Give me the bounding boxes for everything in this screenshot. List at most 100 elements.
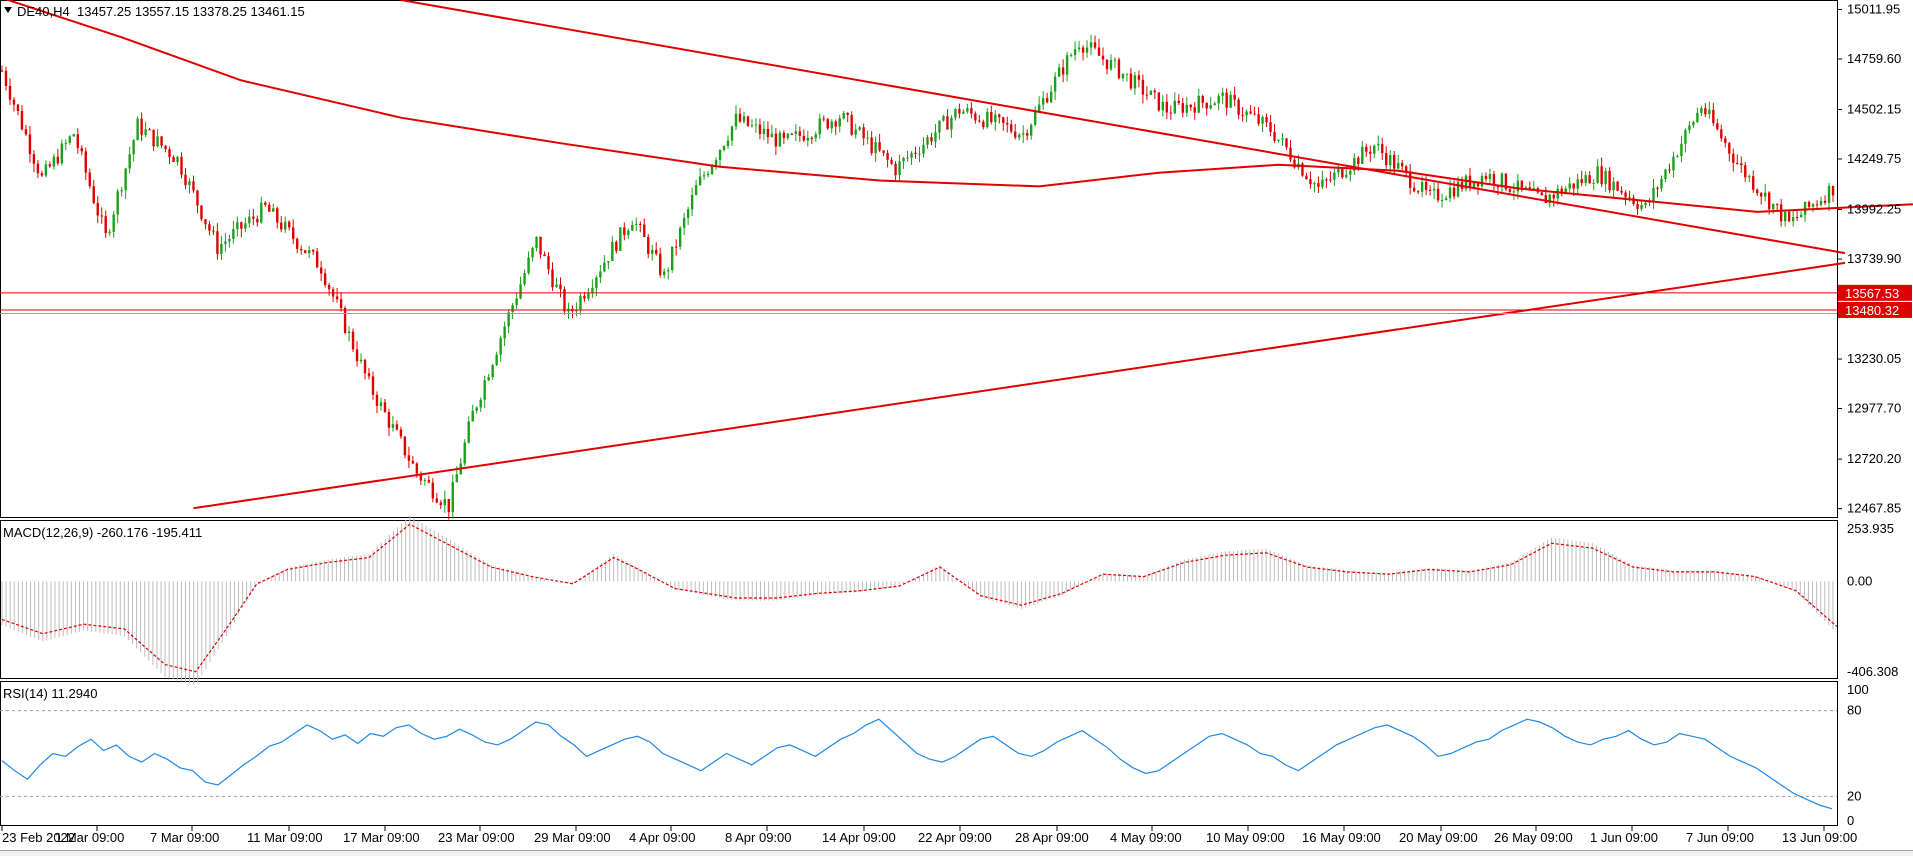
candle-body [228,238,231,242]
candle-body [1245,111,1248,116]
candle-body [1165,101,1169,113]
candle-body [894,163,897,176]
candle-body [1225,92,1228,108]
candle-body [1193,107,1196,113]
candle-body [1369,151,1372,154]
candle-body [168,149,171,158]
candle-body [1728,143,1731,154]
candle-body [830,121,833,129]
candle-body [559,284,562,290]
candle-body [212,230,215,232]
candle-body [1556,188,1559,199]
candle-body [1680,143,1683,157]
chart-tab-strip[interactable] [0,850,1913,856]
candle-body [742,116,746,122]
candle-body [647,236,650,254]
rsi-pane[interactable] [0,710,1837,810]
candle-body [1293,159,1296,168]
candle-body [503,326,506,339]
candle-body [307,249,311,254]
candle-body [627,230,630,235]
candle-body [1181,103,1184,113]
candle-body [1432,188,1436,191]
candle-body [148,129,151,131]
candle-body [323,273,327,285]
candle-body [1616,181,1619,191]
candle-body [898,161,901,176]
candle-body [391,424,395,428]
candle-body [1217,95,1220,104]
price-pane[interactable] [0,0,1913,520]
candle-body [930,137,933,142]
candle-body [176,156,179,163]
candle-body [363,359,367,374]
candle-body [1257,114,1260,124]
candle-body [479,399,482,408]
candle-body [96,203,99,216]
candle-body [1803,201,1807,215]
candle-body [379,402,383,406]
candle-body [399,429,403,437]
candle-body [495,354,498,366]
candle-body [698,176,702,186]
candle-body [172,157,175,163]
candle-body [786,133,790,139]
candle-body [1408,171,1412,188]
candle-body [603,262,606,272]
triangle-down-icon[interactable] [4,7,12,13]
candle-body [56,156,60,164]
candle-body [1524,187,1528,189]
candle-body [954,109,957,118]
candle-body [451,482,454,513]
candle-body [1341,168,1344,178]
candle-body [32,154,36,164]
candle-body [882,150,885,153]
candle-body [986,112,989,128]
candle-body [890,159,893,164]
price-tag-label: 13480.32 [1845,303,1899,318]
candle-body [1756,189,1759,194]
candle-body [758,124,762,135]
candle-body [1564,188,1567,194]
candle-body [1153,90,1157,93]
candle-body [475,407,478,411]
candle-body [1520,180,1524,188]
candle-body [970,108,973,114]
candle-body [499,338,502,355]
candle-body [1763,192,1767,197]
candle-body [635,224,638,226]
candle-body [1580,179,1583,183]
time-axis-label: 1 Jun 09:00 [1590,830,1658,845]
candle-body [782,132,786,139]
candle-body [1416,191,1420,193]
candle-body [922,144,925,154]
candle-body [455,474,458,483]
candle-body [8,85,12,100]
candle-body [339,299,343,309]
candle-body [1827,185,1831,203]
candle-body [1337,168,1340,173]
macd-pane[interactable] [1,515,1838,685]
candle-body [407,455,411,461]
candle-body [1317,183,1320,187]
candle-body [1740,163,1743,166]
candle-body [1424,182,1428,191]
candle-body [1109,59,1113,70]
candle-body [926,137,929,145]
time-axis-label: 7 Mar 09:00 [150,830,219,845]
candle-body [1029,124,1033,136]
candle-body [244,223,247,229]
time-axis-label: 11 Mar 09:00 [247,830,323,845]
candle-body [1552,194,1555,199]
candle-body [870,137,873,154]
candle-body [834,121,837,127]
candle-body [1500,173,1504,188]
candle-body [1783,211,1787,222]
candle-body [156,136,159,147]
time-axis-label: 29 Mar 09:00 [534,830,611,845]
candle-body [942,116,945,121]
candle-body [88,172,91,187]
candle-body [351,331,355,350]
time-axis-label: 4 May 09:00 [1110,830,1182,845]
candle-body [659,253,662,276]
